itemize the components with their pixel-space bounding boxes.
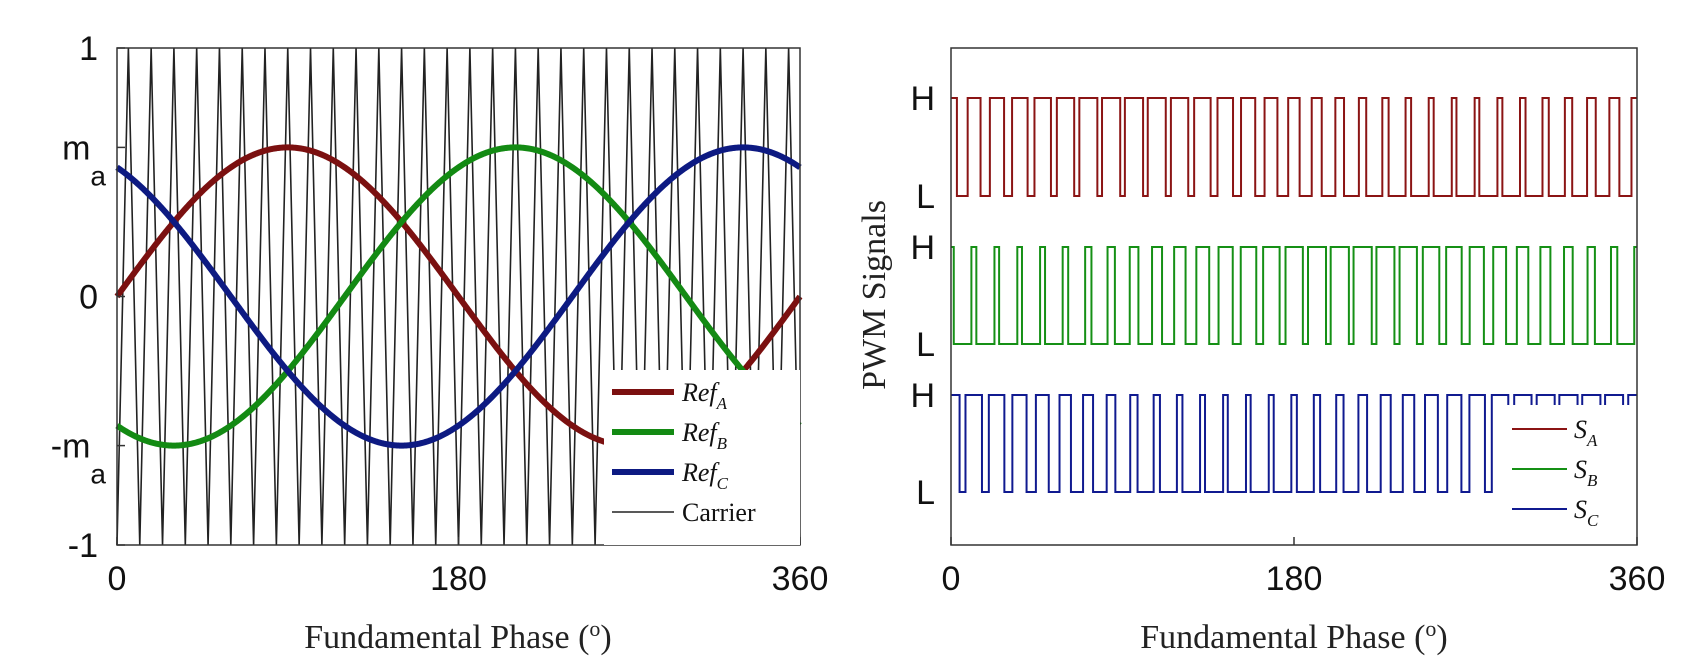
right-x-tick-label: 180 bbox=[1266, 560, 1323, 598]
left-y-tick-label: 1 bbox=[79, 30, 98, 68]
right-x-tick-label: 0 bbox=[942, 560, 961, 598]
left-x-tick-label: 0 bbox=[108, 560, 127, 598]
right-x-tick-label: 360 bbox=[1609, 560, 1666, 598]
left-x-tick-label: 360 bbox=[772, 560, 829, 598]
left-x-tick-label: 180 bbox=[430, 560, 487, 598]
right-legend: SA SB SC bbox=[1502, 405, 1632, 535]
right-x-axis-title: Fundamental Phase (o) bbox=[1140, 616, 1448, 656]
right-level-low-label: L bbox=[916, 326, 935, 364]
pwm-a-signal bbox=[951, 97, 1637, 197]
reference-carrier-chart: 0 180 360 1 ma 0 -ma -1 Fundamental Phase (o) R… bbox=[51, 30, 829, 656]
left-y-tick-label: 0 bbox=[79, 279, 98, 317]
right-level-low-label: L bbox=[916, 178, 935, 216]
right-legend-label: SB bbox=[1574, 455, 1598, 490]
right-level-low-label: L bbox=[916, 474, 935, 512]
left-legend-label: RefC bbox=[681, 458, 729, 493]
left-legend-label: Carrier bbox=[682, 498, 756, 527]
right-level-high-label: H bbox=[910, 377, 935, 415]
right-legend-label: SA bbox=[1574, 415, 1598, 450]
ref-b-line bbox=[115, 144, 802, 449]
pwm-b-signal bbox=[951, 246, 1637, 345]
left-legend-label: RefB bbox=[681, 418, 728, 453]
right-level-high-label: H bbox=[910, 229, 935, 267]
right-legend-label: SC bbox=[1574, 495, 1599, 530]
right-y-axis-title: PWM Signals bbox=[856, 200, 893, 390]
right-level-high-label: H bbox=[910, 80, 935, 118]
left-tick-labels: 0 180 360 1 ma 0 -ma -1 bbox=[51, 30, 829, 598]
left-legend-label: RefA bbox=[681, 378, 728, 413]
left-legend: RefA RefB RefC Carrier bbox=[604, 370, 800, 545]
left-y-tick-label: -1 bbox=[68, 527, 98, 565]
right-plot-area bbox=[951, 97, 1637, 493]
left-y-tick-label: -ma bbox=[51, 428, 107, 490]
left-legend-box bbox=[604, 370, 800, 545]
pwm-c-signal bbox=[951, 394, 1637, 493]
left-x-axis-title: Fundamental Phase (o) bbox=[304, 616, 612, 656]
ref-c-line bbox=[115, 144, 802, 449]
left-y-tick-label: ma bbox=[62, 129, 106, 191]
